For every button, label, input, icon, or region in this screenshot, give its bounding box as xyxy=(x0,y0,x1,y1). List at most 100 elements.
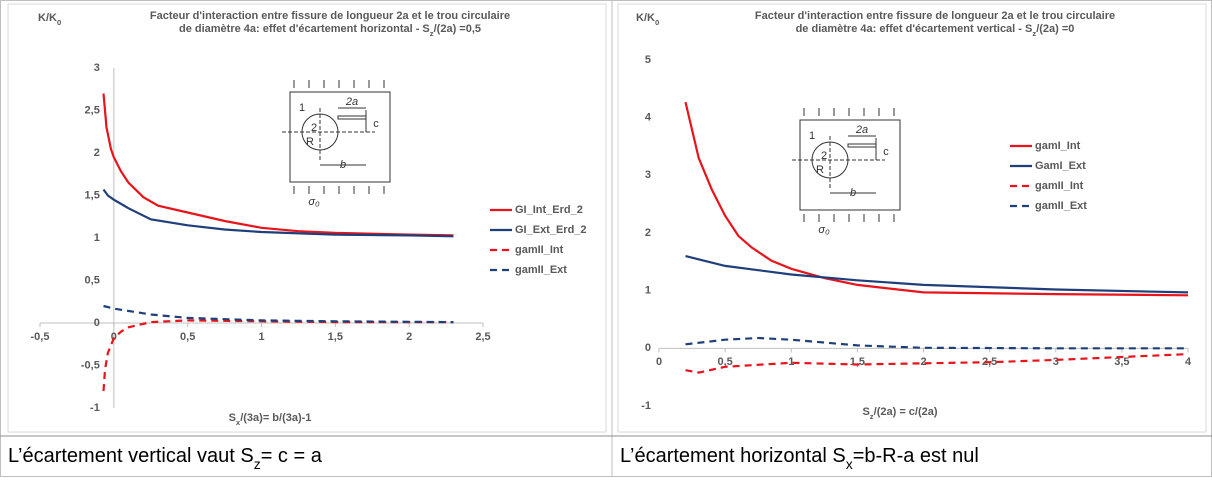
y-tick-label: 3 xyxy=(94,62,100,74)
y-tick-label: 0 xyxy=(645,342,651,354)
x-tick-label: 0,5 xyxy=(180,331,195,343)
series-line xyxy=(685,353,1189,374)
y-tick-label: 0,5 xyxy=(85,274,100,286)
y-tick-label: 2 xyxy=(94,147,100,159)
legend-label: gamII_Int xyxy=(515,244,564,256)
inset-plate xyxy=(799,119,901,211)
caption-part: = c = a xyxy=(261,445,323,467)
inset-diagram: 1 2a c 2 Rb σ₀ xyxy=(282,80,391,208)
series-line xyxy=(103,304,454,324)
chart-frame xyxy=(7,3,607,433)
y-tick-label: 3 xyxy=(645,169,651,181)
caption-part: x xyxy=(846,456,853,472)
x-tick-label: 2 xyxy=(406,331,412,343)
inset-plate xyxy=(289,91,391,183)
x-axis-label: Sx/(3a)= b/(3a)-1 xyxy=(229,412,312,427)
y-axis-label: K/K0 xyxy=(636,12,659,27)
x-axis-label-part: S xyxy=(229,412,236,424)
caption-part: L’écartement vertical vaut S xyxy=(8,445,254,467)
inset-label: b xyxy=(340,159,346,171)
inset-label: c xyxy=(373,118,379,130)
legend-label: gamI_Int xyxy=(1035,140,1081,152)
y-axis-label-part: 0 xyxy=(57,18,61,27)
caption-part: L’écartement horizontal S xyxy=(620,445,846,467)
y-tick-label: 1 xyxy=(94,232,100,244)
legend-label: gamII_Ext xyxy=(515,264,567,276)
series-line xyxy=(102,188,454,238)
x-axis-label-part: S xyxy=(862,406,869,418)
inset-label: R xyxy=(306,136,314,148)
y-axis-label-part: 0 xyxy=(655,18,659,27)
x-tick-label: 1,5 xyxy=(850,356,865,368)
legend-label: GamI_Ext xyxy=(1035,160,1086,172)
x-tick-label: 3 xyxy=(1053,356,1059,368)
y-axis-label-part: K/K xyxy=(636,12,655,24)
x-tick-label: 2,5 xyxy=(475,331,490,343)
chart-title-part: de diamètre 4a: effet d'écartement horiz… xyxy=(179,23,430,35)
x-tick-label: 1 xyxy=(788,356,794,368)
caption-part: z xyxy=(254,456,261,472)
chart-title: Facteur d'interaction entre fissure de l… xyxy=(755,10,1115,22)
chart-title: de diamètre 4a: effet d'écartement horiz… xyxy=(179,23,481,38)
x-axis-label: Sz/(2a) = c/(2a) xyxy=(862,406,937,421)
legend-label: gamII_Ext xyxy=(1035,200,1087,212)
inset-label: 2 xyxy=(821,150,827,162)
y-tick-label: -1 xyxy=(641,400,651,412)
x-axis-label-part: x xyxy=(236,418,241,427)
x-axis-label-part: z xyxy=(870,412,874,421)
chart-frame xyxy=(617,3,1207,433)
chart-title: de diamètre 4a: effet d'écartement verti… xyxy=(796,23,1075,38)
y-tick-label: 1,5 xyxy=(85,189,100,201)
x-tick-label: 4 xyxy=(1185,356,1192,368)
y-tick-label: 2 xyxy=(645,227,651,239)
series-line xyxy=(102,93,454,237)
series-line xyxy=(685,336,1188,350)
inset-crack xyxy=(337,115,367,120)
series-line xyxy=(684,101,1189,297)
y-tick-label: 0 xyxy=(94,317,100,329)
x-tick-label: 1 xyxy=(258,331,264,343)
inset-label: c xyxy=(883,146,889,158)
y-axis-label-part: K/K xyxy=(38,12,57,24)
caption: L’écartement vertical vaut Sz= c = a xyxy=(8,445,323,471)
x-tick-label: 0 xyxy=(111,331,117,343)
chart-title-part: z xyxy=(430,29,434,38)
y-tick-label: -0,5 xyxy=(81,359,100,371)
y-tick-label: 2,5 xyxy=(85,104,100,116)
x-tick-label: 0 xyxy=(656,356,662,368)
y-tick-label: 4 xyxy=(645,112,652,124)
chart-title-part: Facteur d'interaction entre fissure de l… xyxy=(150,10,510,22)
y-axis-label: K/K0 xyxy=(38,12,61,27)
x-tick-label: 3,5 xyxy=(1114,356,1129,368)
x-tick-label: -0,5 xyxy=(31,331,50,343)
caption: L’écartement horizontal Sx=b-R-a est nul xyxy=(620,445,979,471)
x-tick-label: 2 xyxy=(920,356,926,368)
x-tick-label: 0,5 xyxy=(717,356,732,368)
x-axis-label-part: /(3a)= b/(3a)-1 xyxy=(240,412,311,424)
inset-label: 2 xyxy=(311,122,317,134)
chart-title-part: de diamètre 4a: effet d'écartement verti… xyxy=(796,23,1033,35)
y-tick-label: -1 xyxy=(90,402,100,414)
inset-label: b xyxy=(850,187,856,199)
y-tick-label: 1 xyxy=(645,285,651,297)
legend-label: GI_Ext_Erd_2 xyxy=(515,224,587,236)
inset-diagram: 1 2a c 2 Rb σ₀ xyxy=(792,108,901,236)
y-tick-label: 5 xyxy=(645,54,651,66)
inset-label: 2a xyxy=(855,124,868,136)
x-tick-label: 1,5 xyxy=(328,331,343,343)
chart-title: Facteur d'interaction entre fissure de l… xyxy=(150,10,510,22)
inset-label: σ₀ xyxy=(308,196,320,208)
inset-label: R xyxy=(816,164,824,176)
inset-label: 1 xyxy=(809,130,815,142)
series-line xyxy=(102,319,454,392)
x-axis-label-part: /(2a) = c/(2a) xyxy=(874,406,938,418)
inset-label: 1 xyxy=(299,102,305,114)
chart-title-part: z xyxy=(1032,29,1036,38)
legend-label: gamII_Int xyxy=(1035,180,1084,192)
chart-title-part: /(2a) =0 xyxy=(1036,23,1074,35)
series-line xyxy=(685,255,1189,294)
legend-label: GI_Int_Erd_2 xyxy=(515,204,583,216)
chart-title-part: Facteur d'interaction entre fissure de l… xyxy=(755,10,1115,22)
inset-label: σ₀ xyxy=(818,224,830,236)
